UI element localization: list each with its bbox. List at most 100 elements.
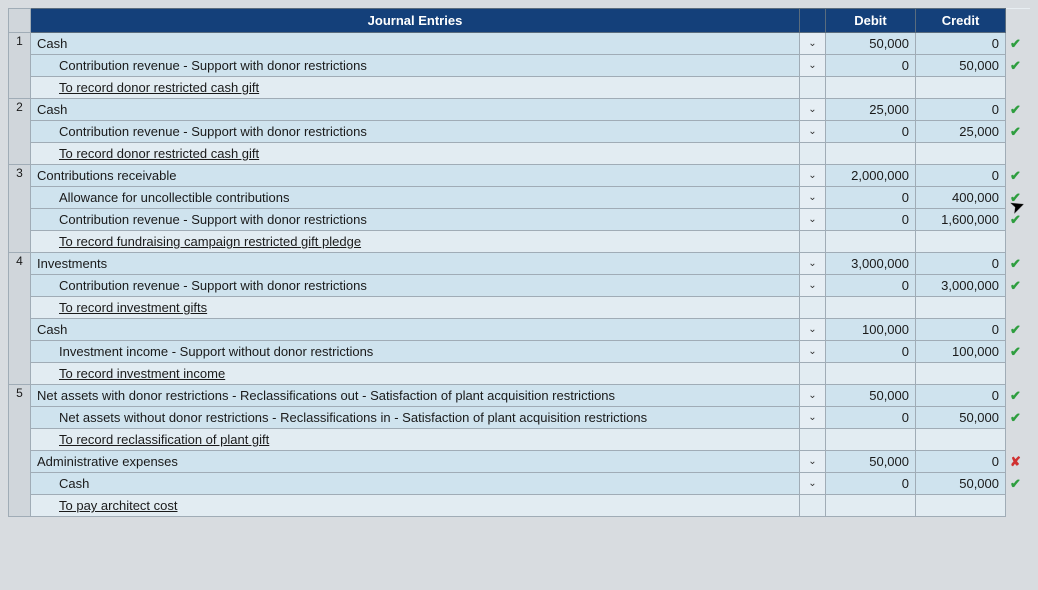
credit-amount[interactable]: 3,000,000 [916, 275, 1006, 297]
credit-spacer [916, 231, 1006, 253]
debit-amount[interactable]: 0 [826, 341, 916, 363]
credit-amount[interactable]: 1,600,000 [916, 209, 1006, 231]
account-cell[interactable]: Contribution revenue - Support with dono… [31, 275, 800, 297]
credit-amount[interactable]: 100,000 [916, 341, 1006, 363]
credit-spacer [916, 143, 1006, 165]
debit-amount[interactable]: 0 [826, 55, 916, 77]
account-cell[interactable]: Administrative expenses [31, 451, 800, 473]
debit-amount[interactable]: 0 [826, 209, 916, 231]
dropdown-spacer [800, 297, 826, 319]
dropdown-spacer [800, 363, 826, 385]
account-cell[interactable]: Contributions receivable [31, 165, 800, 187]
debit-spacer [826, 77, 916, 99]
account-dropdown[interactable]: ⌄ [800, 99, 826, 121]
credit-amount[interactable]: 400,000 [916, 187, 1006, 209]
debit-amount[interactable]: 0 [826, 473, 916, 495]
account-dropdown[interactable]: ⌄ [800, 407, 826, 429]
check-icon: ✔ [1006, 121, 1030, 143]
check-icon: ✔ [1006, 385, 1030, 407]
dropdown-spacer [800, 429, 826, 451]
account-cell[interactable]: Cash [31, 473, 800, 495]
credit-amount[interactable]: 50,000 [916, 407, 1006, 429]
debit-amount[interactable]: 0 [826, 275, 916, 297]
debit-spacer [826, 363, 916, 385]
credit-amount[interactable]: 50,000 [916, 55, 1006, 77]
credit-amount[interactable]: 0 [916, 33, 1006, 55]
account-dropdown[interactable]: ⌄ [800, 33, 826, 55]
credit-spacer [916, 77, 1006, 99]
account-dropdown[interactable]: ⌄ [800, 55, 826, 77]
debit-amount[interactable]: 0 [826, 407, 916, 429]
account-cell[interactable]: Cash [31, 99, 800, 121]
account-cell[interactable]: Investment income - Support without dono… [31, 341, 800, 363]
mark-spacer [1006, 363, 1030, 385]
debit-amount[interactable]: 25,000 [826, 99, 916, 121]
account-cell[interactable]: Net assets with donor restrictions - Rec… [31, 385, 800, 407]
account-dropdown[interactable]: ⌄ [800, 253, 826, 275]
debit-amount[interactable]: 2,000,000 [826, 165, 916, 187]
journal-entries-table: Journal Entries Debit Credit 1Cash⌄50,00… [8, 8, 1030, 517]
mark-spacer [1006, 77, 1030, 99]
memo-text: To record donor restricted cash gift [31, 143, 800, 165]
credit-spacer [916, 363, 1006, 385]
account-cell[interactable]: Cash [31, 319, 800, 341]
mark-spacer [1006, 495, 1030, 517]
credit-spacer [916, 495, 1006, 517]
account-cell[interactable]: Contribution revenue - Support with dono… [31, 121, 800, 143]
debit-amount[interactable]: 3,000,000 [826, 253, 916, 275]
account-dropdown[interactable]: ⌄ [800, 165, 826, 187]
debit-spacer [826, 429, 916, 451]
account-dropdown[interactable]: ⌄ [800, 209, 826, 231]
account-cell[interactable]: Net assets without donor restrictions - … [31, 407, 800, 429]
credit-amount[interactable]: 50,000 [916, 473, 1006, 495]
account-dropdown[interactable]: ⌄ [800, 473, 826, 495]
check-icon: ✔ [1006, 253, 1030, 275]
account-dropdown[interactable]: ⌄ [800, 275, 826, 297]
check-icon: ✔ [1006, 319, 1030, 341]
dropdown-spacer [800, 77, 826, 99]
credit-amount[interactable]: 0 [916, 253, 1006, 275]
entry-number: 2 [9, 99, 31, 165]
credit-amount[interactable]: 25,000 [916, 121, 1006, 143]
account-dropdown[interactable]: ⌄ [800, 319, 826, 341]
account-cell[interactable]: Allowance for uncollectible contribution… [31, 187, 800, 209]
check-icon: ✔ [1006, 55, 1030, 77]
check-icon: ✔ [1006, 473, 1030, 495]
debit-amount[interactable]: 0 [826, 187, 916, 209]
account-dropdown[interactable]: ⌄ [800, 451, 826, 473]
col-credit: Credit [916, 9, 1006, 33]
credit-amount[interactable]: 0 [916, 165, 1006, 187]
credit-amount[interactable]: 0 [916, 319, 1006, 341]
debit-amount[interactable]: 0 [826, 121, 916, 143]
memo-text: To record donor restricted cash gift [31, 77, 800, 99]
account-cell[interactable]: Contribution revenue - Support with dono… [31, 55, 800, 77]
dropdown-spacer [800, 231, 826, 253]
account-dropdown[interactable]: ⌄ [800, 385, 826, 407]
account-cell[interactable]: Investments [31, 253, 800, 275]
account-cell[interactable]: Cash [31, 33, 800, 55]
debit-spacer [826, 297, 916, 319]
mark-spacer [1006, 143, 1030, 165]
account-dropdown[interactable]: ⌄ [800, 121, 826, 143]
wrong-icon: ✘ [1006, 451, 1030, 473]
dropdown-spacer [800, 495, 826, 517]
account-dropdown[interactable]: ⌄ [800, 341, 826, 363]
check-icon: ✔ [1006, 99, 1030, 121]
entry-number: 3 [9, 165, 31, 253]
credit-amount[interactable]: 0 [916, 451, 1006, 473]
mark-spacer [1006, 231, 1030, 253]
account-cell[interactable]: Contribution revenue - Support with dono… [31, 209, 800, 231]
debit-amount[interactable]: 50,000 [826, 33, 916, 55]
check-icon: ✔ [1006, 407, 1030, 429]
debit-amount[interactable]: 50,000 [826, 451, 916, 473]
credit-amount[interactable]: 0 [916, 99, 1006, 121]
account-dropdown[interactable]: ⌄ [800, 187, 826, 209]
credit-amount[interactable]: 0 [916, 385, 1006, 407]
check-icon: ✔ [1006, 275, 1030, 297]
col-mark [1006, 9, 1030, 33]
mark-spacer [1006, 429, 1030, 451]
debit-amount[interactable]: 100,000 [826, 319, 916, 341]
mark-spacer [1006, 297, 1030, 319]
debit-amount[interactable]: 50,000 [826, 385, 916, 407]
check-icon: ✔ [1006, 165, 1030, 187]
